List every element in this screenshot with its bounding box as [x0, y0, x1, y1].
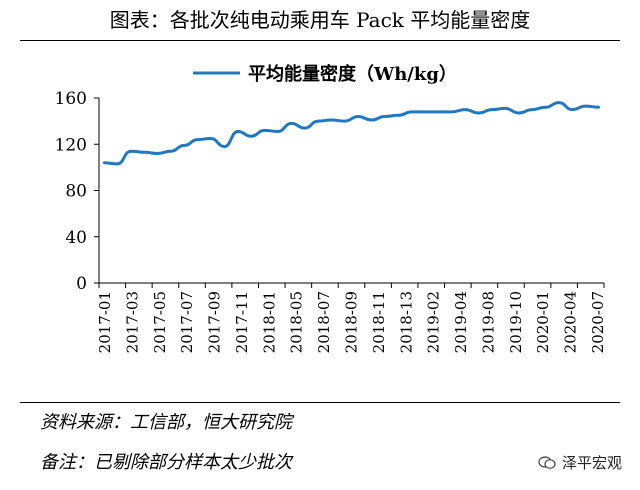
series-line	[103, 101, 600, 166]
data-point	[169, 149, 173, 153]
data-point	[517, 111, 520, 115]
source-note: 资料来源：工信部，恒大研究院	[40, 412, 292, 433]
x-tick-label: 2018-09	[343, 291, 361, 353]
y-tick-label: 0	[76, 274, 87, 294]
x-tick-label: 2019-02	[425, 291, 443, 353]
data-point	[116, 162, 119, 166]
data-point	[236, 130, 239, 133]
x-tick-label: 2018-13	[397, 291, 415, 353]
y-tick-label: 40	[65, 228, 87, 248]
remark-note: 备注：已剔除部分样本太少批次	[40, 452, 292, 473]
footer-divider	[20, 402, 620, 403]
data-point	[383, 115, 387, 118]
data-point	[156, 152, 159, 155]
data-point	[450, 110, 454, 114]
data-point	[423, 110, 427, 114]
data-point	[571, 108, 574, 111]
data-point	[464, 108, 467, 111]
data-point	[490, 108, 494, 111]
data-point	[544, 106, 547, 109]
data-point	[477, 111, 480, 115]
data-point	[530, 108, 534, 111]
data-point	[290, 122, 293, 125]
watermark: 泽平宏观	[538, 452, 622, 473]
data-point	[597, 106, 601, 109]
x-tick-label: 2019-10	[507, 291, 525, 353]
x-tick-label: 2017-01	[96, 291, 114, 353]
watermark-label: 泽平宏观	[561, 454, 622, 472]
data-point	[557, 101, 561, 104]
chart-legend: 平均能量密度（Wh/kg）	[193, 63, 457, 85]
line-chart: 平均能量密度（Wh/kg） 0 40 80 120 160 2017-01 2017-03 2…	[55, 63, 607, 353]
x-tick-label: 2017-09	[206, 291, 224, 353]
y-tick-label: 80	[65, 182, 87, 202]
data-point	[276, 130, 280, 133]
data-point	[410, 110, 413, 114]
y-tick-label: 160	[55, 89, 87, 109]
data-point	[142, 151, 146, 154]
x-tick-label: 2017-05	[151, 291, 169, 353]
data-point	[183, 144, 186, 147]
data-point	[437, 110, 440, 114]
data-point	[504, 107, 507, 110]
x-tick-label: 2018-01	[260, 291, 278, 353]
data-point	[223, 145, 226, 148]
x-tick-label: 2020-07	[589, 291, 607, 353]
data-point	[330, 118, 333, 122]
data-point	[249, 134, 253, 138]
data-point	[196, 138, 199, 141]
x-tick-label: 2018-07	[315, 291, 333, 353]
title-divider	[20, 40, 620, 41]
data-point	[102, 161, 106, 164]
data-point	[209, 137, 213, 140]
x-tick-label: 2019-04	[452, 291, 470, 353]
x-tick-label: 2018-05	[288, 291, 306, 353]
y-tick-label: 120	[55, 135, 87, 155]
x-tick-label: 2019-08	[479, 291, 497, 353]
data-point	[303, 126, 306, 130]
x-tick-label: 2018-11	[370, 291, 388, 353]
data-point	[356, 115, 360, 118]
x-tick-label: 2020-01	[534, 291, 552, 353]
x-tick-label: 2020-04	[562, 291, 580, 353]
x-tick-label: 2017-03	[123, 291, 141, 353]
data-point	[316, 119, 320, 123]
data-point	[263, 129, 266, 132]
chart-figure-title: 图表：各批次纯电动乘用车 Pack 平均能量密度	[109, 8, 531, 32]
data-point	[129, 149, 132, 153]
data-point	[584, 104, 587, 108]
data-point	[370, 118, 373, 122]
x-tick-label: 2017-07	[178, 291, 196, 353]
x-tick-label: 2017-11	[233, 291, 251, 353]
data-point	[343, 119, 347, 123]
legend-label: 平均能量密度（Wh/kg）	[248, 63, 457, 85]
data-point	[397, 114, 400, 117]
chat-bubble-icon	[538, 455, 556, 469]
